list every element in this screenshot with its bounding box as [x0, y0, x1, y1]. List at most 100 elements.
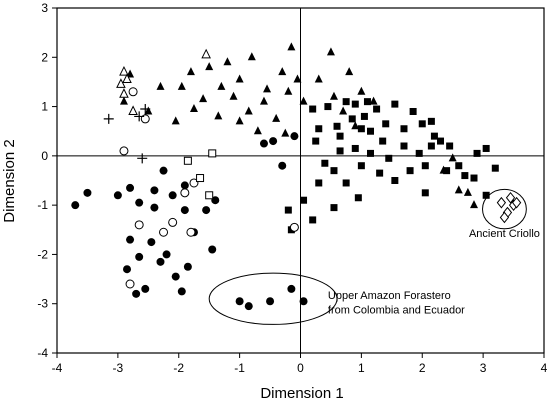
- filled-square-point: [351, 144, 359, 152]
- filled-circle-point: [147, 238, 156, 247]
- filled-circle-point: [266, 297, 275, 306]
- filled-triangle-point: [189, 104, 198, 113]
- open-circle-point: [119, 146, 129, 156]
- open-triangle-point: [122, 73, 132, 83]
- annotations: Ancient Criollo Upper Amazon Forastero fro…: [328, 228, 540, 316]
- filled-triangle-point: [469, 200, 478, 209]
- filled-square-point: [376, 169, 384, 177]
- filled-circle-point: [83, 188, 92, 197]
- filled-square-point: [409, 108, 417, 115]
- filled-circle-point: [183, 262, 192, 271]
- x-tick-label: -3: [113, 361, 124, 375]
- filled-triangle-point: [339, 106, 348, 115]
- open-circle-point: [186, 227, 196, 237]
- plus-point: [137, 153, 148, 164]
- filled-triangle-point: [448, 153, 457, 162]
- x-tick-label: -2: [173, 361, 184, 375]
- filled-square-point: [418, 120, 426, 128]
- open-triangle-point: [201, 48, 211, 59]
- filled-triangle-point: [263, 84, 272, 93]
- filled-triangle-point: [259, 96, 268, 105]
- filled-circle-point: [141, 284, 150, 293]
- filled-square-point: [443, 167, 451, 175]
- filled-circle-point: [299, 297, 308, 306]
- filled-square-point: [482, 191, 490, 199]
- filled-square-point: [284, 206, 292, 214]
- filled-square-point: [391, 177, 399, 184]
- filled-square-point: [324, 103, 332, 111]
- annotation-label: from Colombia and Ecuador: [328, 305, 465, 317]
- open-square-point: [205, 191, 214, 200]
- filled-square-point: [421, 189, 429, 197]
- filled-triangle-point: [186, 67, 195, 76]
- filled-square-point: [391, 100, 399, 108]
- filled-triangle-point: [278, 67, 287, 76]
- y-tick-label: -4: [37, 346, 48, 360]
- filled-triangle-point: [235, 116, 244, 125]
- filled-triangle-point: [171, 116, 180, 125]
- filled-square-point: [330, 167, 338, 175]
- filled-square-point: [333, 122, 341, 130]
- filled-triangle-point: [235, 74, 244, 83]
- filled-square-point: [300, 196, 308, 204]
- filled-square-point: [473, 149, 481, 157]
- filled-square-point: [367, 127, 375, 135]
- filled-triangle-point: [287, 42, 296, 51]
- open-circle-point: [134, 220, 144, 230]
- annotation-label: Upper Amazon Forastero: [328, 290, 451, 302]
- y-tick-label: 2: [41, 50, 48, 64]
- filled-square-point: [491, 164, 499, 172]
- open-square-point: [196, 174, 205, 183]
- filled-circle-point: [123, 265, 132, 274]
- filled-square-point: [470, 174, 478, 182]
- filled-triangle-point: [214, 111, 223, 120]
- filled-circle-point: [290, 132, 299, 141]
- filled-square-point: [415, 149, 423, 157]
- open-circle-point: [168, 217, 178, 227]
- filled-circle-point: [278, 161, 287, 170]
- filled-circle-point: [156, 257, 165, 266]
- filled-square-point: [348, 115, 356, 123]
- highlight-ellipse: [208, 272, 338, 325]
- filled-circle-point: [235, 297, 244, 306]
- filled-circle-point: [135, 252, 144, 261]
- filled-square-point: [385, 154, 393, 162]
- open-diamond-point: [499, 211, 510, 224]
- y-tick-label: -2: [37, 247, 48, 261]
- y-tick-label: 1: [41, 100, 48, 114]
- filled-circle-point: [180, 181, 189, 190]
- annotation-label: Ancient Criollo: [469, 228, 540, 240]
- filled-square-point: [342, 179, 350, 187]
- filled-square-point: [400, 125, 408, 133]
- filled-circle-point: [132, 289, 141, 298]
- filled-square-point: [367, 149, 375, 157]
- filled-square-point: [455, 162, 463, 170]
- filled-square-point: [315, 179, 323, 187]
- filled-triangle-point: [177, 81, 186, 90]
- open-triangle-point: [119, 88, 129, 98]
- filled-square-point: [330, 204, 338, 212]
- filled-triangle-point: [284, 86, 293, 95]
- x-tick-label: 1: [358, 361, 365, 375]
- filled-square-point: [357, 162, 365, 170]
- filled-triangle-point: [223, 57, 232, 66]
- open-circle-point: [289, 222, 299, 232]
- filled-circle-point: [202, 206, 211, 215]
- filled-circle-point: [126, 183, 135, 192]
- filled-circle-point: [171, 272, 180, 281]
- filled-triangle-point: [454, 185, 463, 194]
- filled-square-point: [363, 98, 371, 106]
- open-circle-point: [125, 279, 135, 289]
- filled-square-point: [342, 98, 350, 106]
- filled-square-point: [382, 120, 390, 128]
- filled-circle-point: [150, 203, 159, 212]
- filled-square-point: [437, 137, 445, 145]
- open-diamond-point: [505, 191, 516, 204]
- filled-triangle-point: [253, 126, 262, 135]
- open-triangle-point: [128, 105, 138, 115]
- axis-ticks: -4 -3 -2 -1 0 1 2 3 4 -4 -3 -2 -1 0 1 2 3: [37, 1, 547, 375]
- filled-circle-point: [259, 139, 268, 148]
- filled-triangle-point: [345, 67, 354, 76]
- filled-triangle-point: [205, 62, 214, 71]
